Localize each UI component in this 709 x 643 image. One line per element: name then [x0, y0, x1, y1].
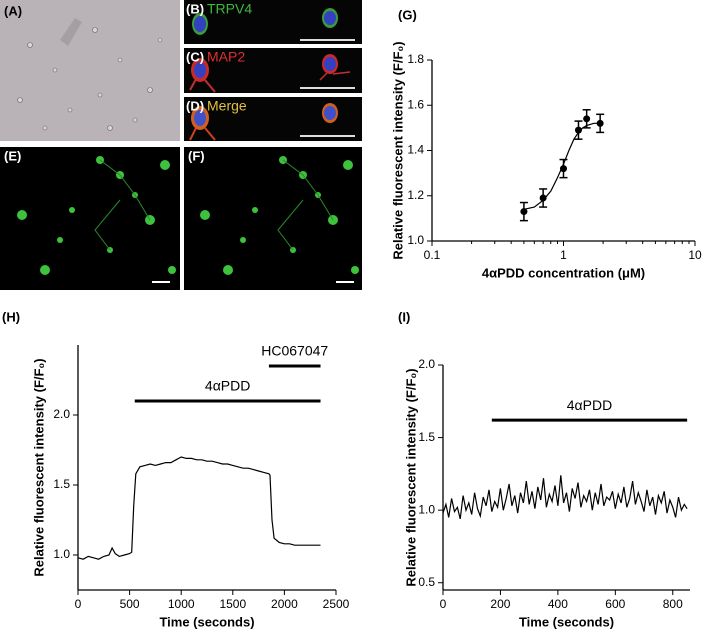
- x-tick-label: 1000: [168, 597, 195, 611]
- x-tick-label: 10: [688, 248, 702, 262]
- y-tick-label: 1.0: [418, 502, 435, 516]
- y-axis-title: Relative fluorescent intensity (F/F₀): [31, 358, 46, 576]
- stain-label: MAP2: [207, 49, 245, 65]
- micrograph-a: [0, 0, 180, 141]
- panel-label: (D): [186, 98, 204, 113]
- x-tick-label: 1500: [219, 597, 246, 611]
- line: [442, 475, 688, 520]
- point: [574, 126, 582, 134]
- x-tick-label: 2500: [323, 597, 350, 611]
- x-axis-title: Time (seconds): [519, 614, 614, 629]
- x-axis-title: Time (seconds): [159, 614, 254, 629]
- panel-label: (G): [398, 7, 417, 22]
- y-tick-label: 0.5: [418, 575, 435, 589]
- micrograph-e: (E): [0, 147, 180, 290]
- micrograph-b: (B) TRPV4: [184, 0, 362, 44]
- x-tick-label: 200: [490, 597, 510, 611]
- x-tick-label: 800: [663, 597, 683, 611]
- y-tick-label: 1.2: [407, 188, 424, 202]
- y-tick-label: 1.6: [407, 97, 424, 111]
- y-axis-title: Relative fluorescent intensity (F/F₀): [403, 368, 418, 586]
- point: [520, 208, 528, 216]
- x-tick-label: 600: [605, 597, 625, 611]
- x-tick-label: 0.1: [424, 248, 441, 262]
- panel-label: (B): [186, 1, 204, 16]
- panel-label: (H): [2, 309, 20, 324]
- x-axis-title: 4αPDD concentration (μM): [482, 265, 645, 280]
- panel-label: (I): [398, 309, 410, 324]
- y-tick-label: 1.0: [407, 233, 424, 247]
- point: [583, 115, 591, 123]
- y-tick-label: 1.0: [53, 547, 70, 561]
- panel-label: (C): [186, 49, 204, 64]
- stain-label: Merge: [207, 98, 247, 114]
- micrograph-f: (F): [184, 147, 362, 290]
- panel-label: (F): [188, 148, 205, 163]
- cells-a: [17, 27, 163, 131]
- x-tick-label: 0: [75, 597, 82, 611]
- micrograph-d: (D) Merge: [184, 97, 362, 141]
- x-tick-label: 1: [560, 248, 567, 262]
- y-tick-label: 2.0: [53, 407, 70, 421]
- line: [523, 122, 601, 210]
- y-tick-label: 1.5: [53, 477, 70, 491]
- y-tick-label: 1.5: [418, 430, 435, 444]
- panel-label: (A): [4, 3, 22, 18]
- x-tick-label: 400: [548, 597, 568, 611]
- y-tick-label: 1.8: [407, 52, 424, 66]
- point: [539, 194, 547, 202]
- debris: [60, 18, 82, 46]
- stain-label: TRPV4: [207, 1, 252, 17]
- y-axis-title: Relative fluorescent intensity (F/F₀): [390, 41, 405, 259]
- y-tick-label: 1.4: [407, 143, 424, 157]
- panel-label: (E): [4, 148, 21, 163]
- x-tick-label: 500: [120, 597, 140, 611]
- annotation: 4αPDD: [567, 397, 612, 413]
- annotation: 4αPDD: [205, 378, 250, 394]
- x-tick-label: 0: [440, 597, 447, 611]
- micrograph-c: (C) MAP2: [184, 48, 362, 93]
- x-tick-label: 2000: [271, 597, 298, 611]
- line: [77, 456, 321, 560]
- annotation: HC067047: [261, 343, 328, 359]
- y-tick-label: 2.0: [418, 357, 435, 371]
